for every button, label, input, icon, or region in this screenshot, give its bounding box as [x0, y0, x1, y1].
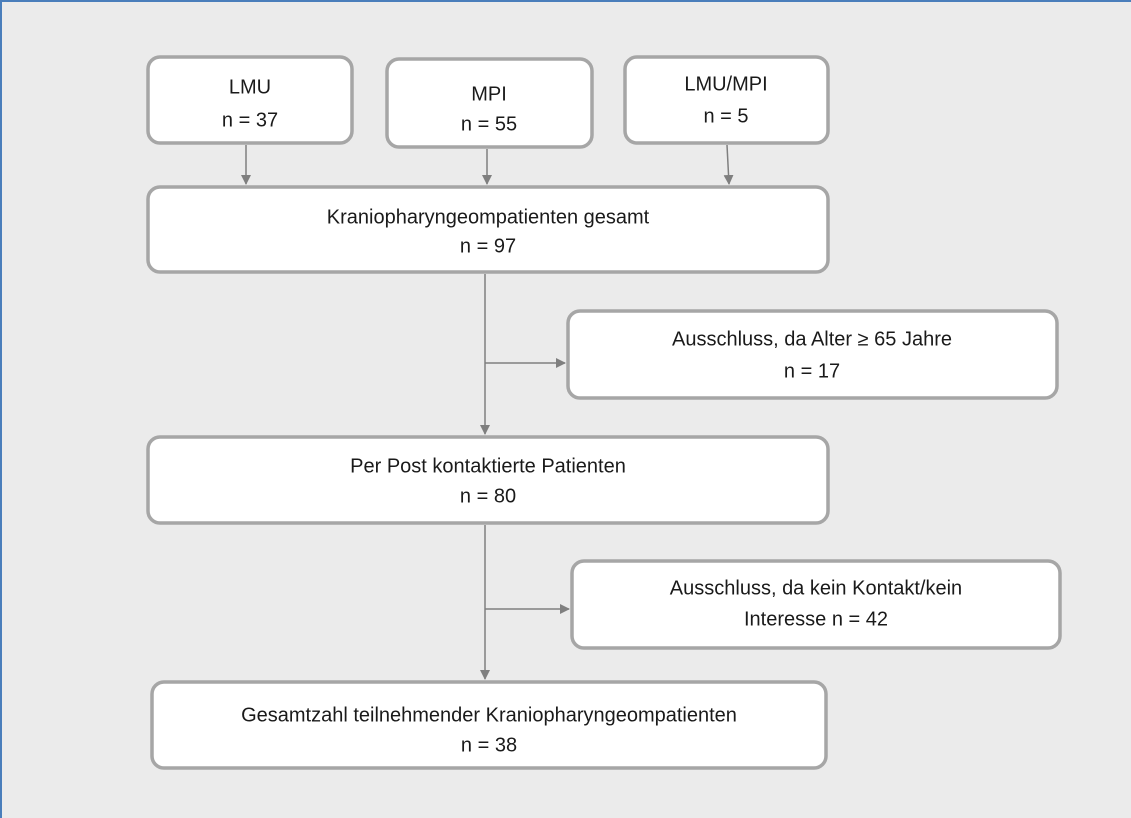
node-label: n = 17 [784, 360, 840, 382]
node-label: Interesse n = 42 [744, 608, 888, 630]
node-label: n = 5 [703, 105, 748, 127]
node-box [385, 57, 594, 149]
node-box [146, 435, 830, 525]
node-box [150, 680, 828, 770]
arrow [723, 144, 734, 185]
node-label: n = 80 [460, 485, 516, 507]
node-label: Ausschluss, da kein Kontakt/kein [670, 577, 962, 599]
node-box [146, 55, 354, 145]
node-label: n = 55 [461, 113, 517, 135]
node-box [146, 185, 830, 274]
node-label: LMU/MPI [684, 73, 767, 95]
node-label: n = 37 [222, 109, 278, 131]
node-label: Gesamtzahl teilnehmender Kraniopharyngeo… [241, 704, 737, 726]
node-box [566, 309, 1059, 400]
node-box [623, 55, 830, 145]
node-label: MPI [471, 83, 507, 105]
node-label: LMU [229, 76, 271, 98]
node-label: n = 97 [460, 235, 516, 257]
node-label: Per Post kontaktierte Patienten [350, 455, 626, 477]
node-label: Ausschluss, da Alter ≥ 65 Jahre [672, 328, 952, 350]
node-label: n = 38 [461, 734, 517, 756]
node-label: Kraniopharyngeompatienten gesamt [327, 206, 650, 228]
node-box [570, 559, 1062, 650]
